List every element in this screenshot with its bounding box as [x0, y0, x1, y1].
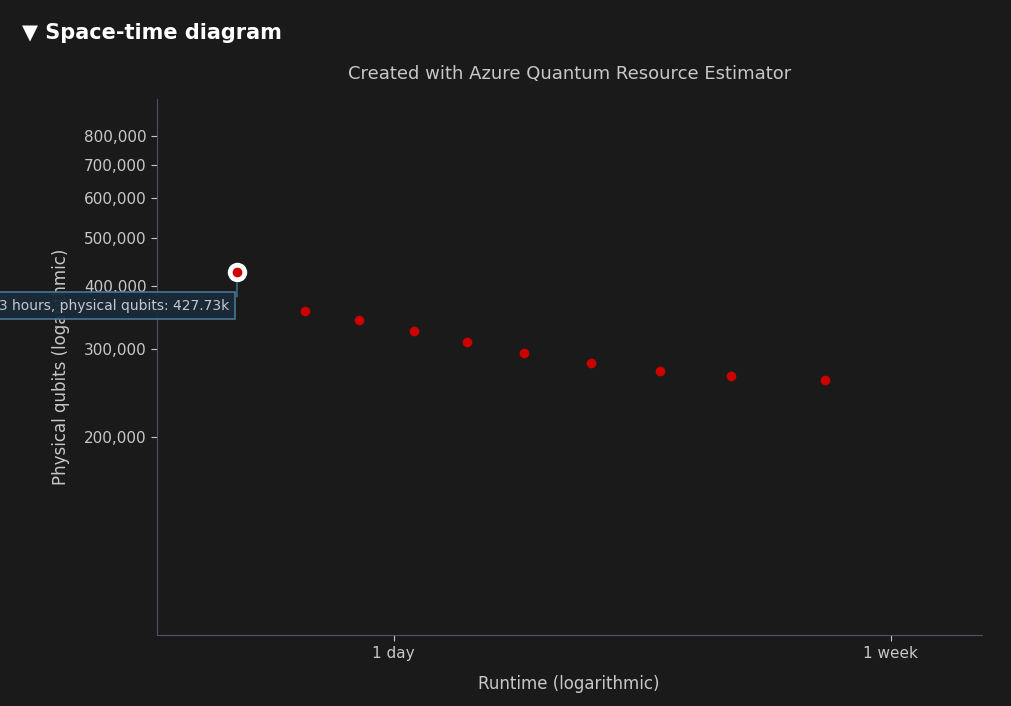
Text: ▼ Space-time diagram: ▼ Space-time diagram: [22, 23, 282, 43]
Y-axis label: Physical qubits (logarithmic): Physical qubits (logarithmic): [52, 249, 70, 485]
X-axis label: Runtime (logarithmic): Runtime (logarithmic): [478, 675, 659, 693]
Text: 13 hours, physical qubits: 427.73k: 13 hours, physical qubits: 427.73k: [0, 299, 228, 313]
Title: Created with Azure Quantum Resource Estimator: Created with Azure Quantum Resource Esti…: [348, 66, 790, 83]
